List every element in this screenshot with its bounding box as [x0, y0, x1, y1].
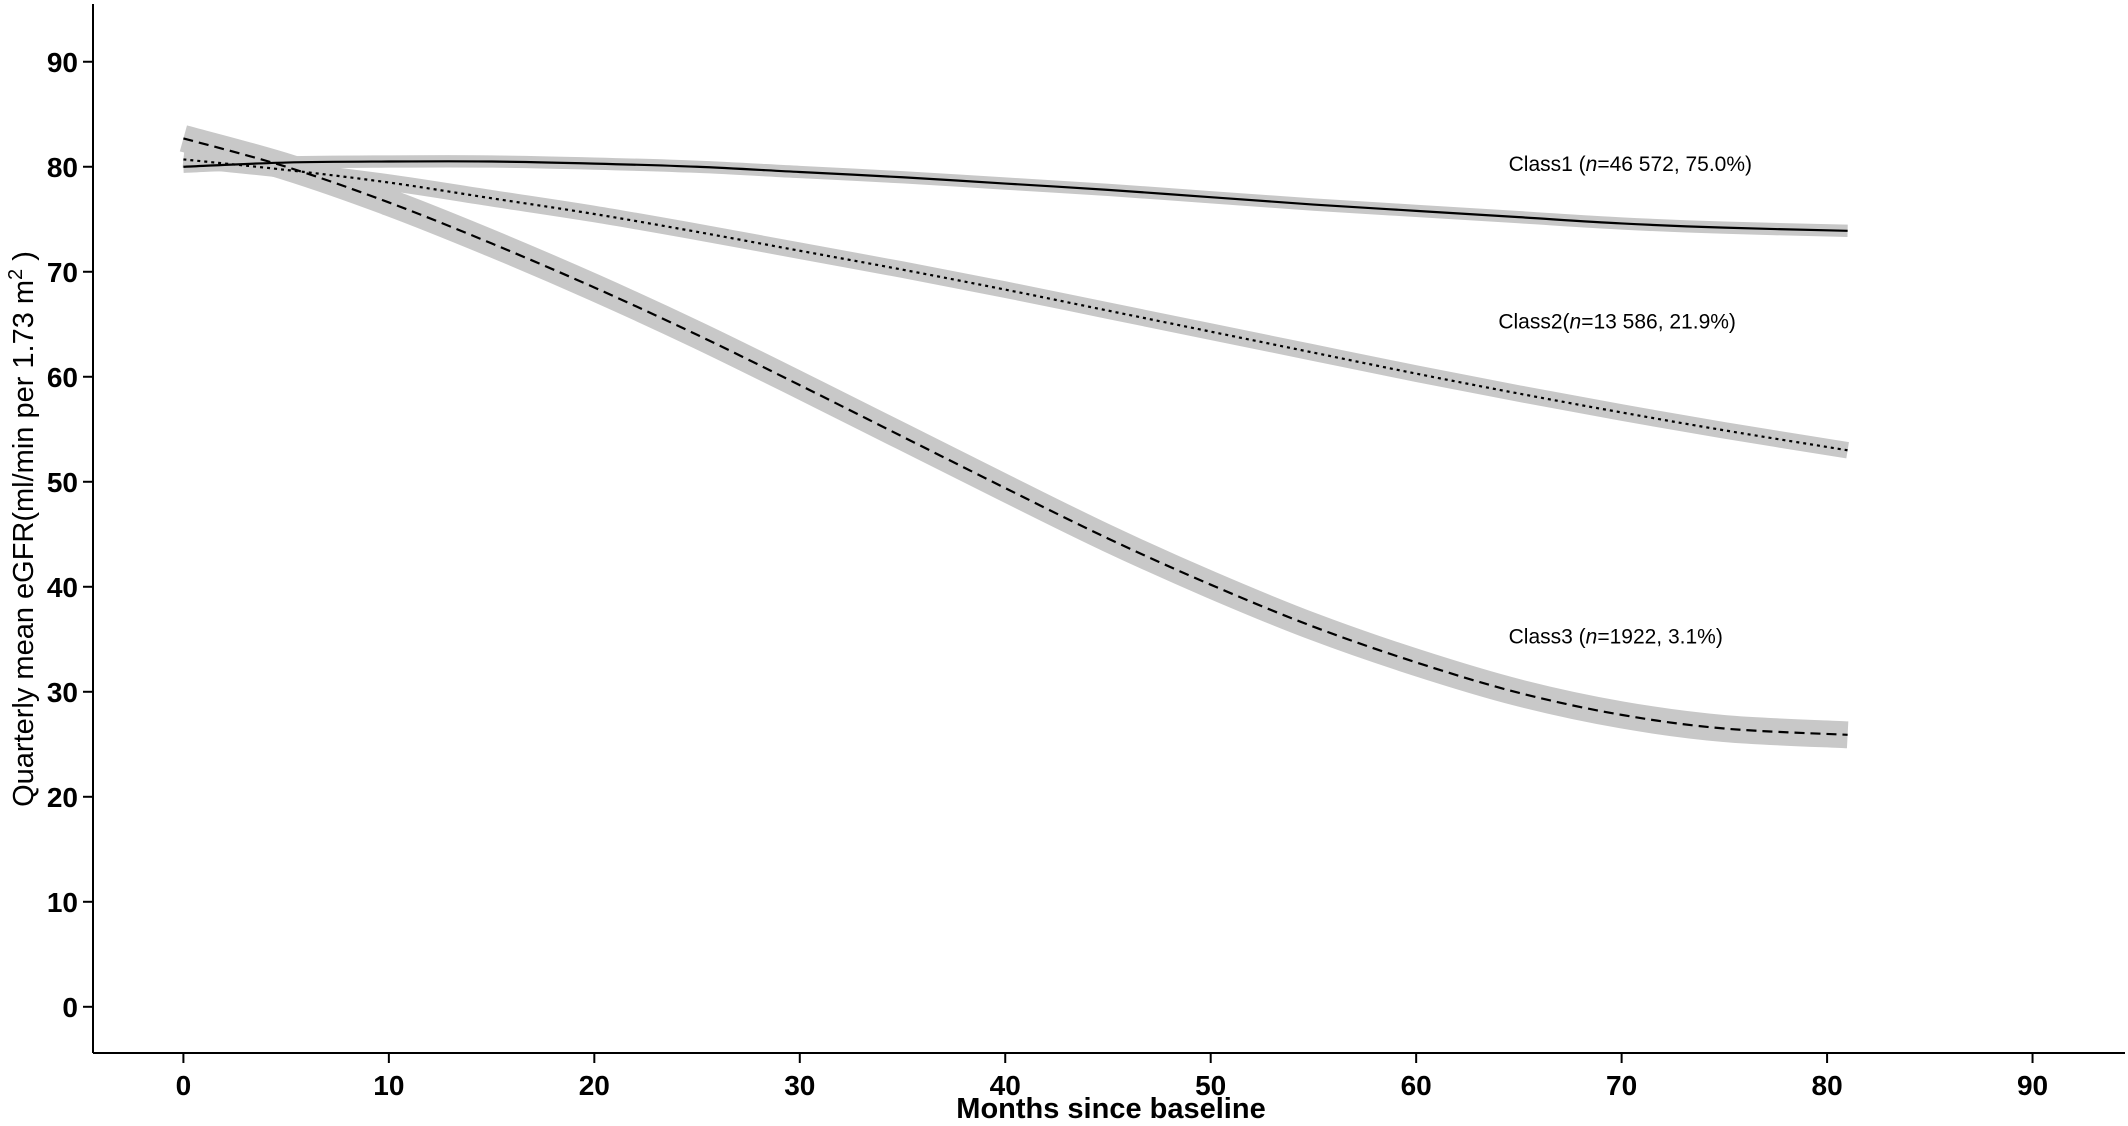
y-axis-title: Quarterly mean eGFR(ml/min per 1.73 m2 ) — [5, 251, 40, 807]
axes — [92, 4, 2125, 1054]
series-label-n: n — [1586, 153, 1598, 176]
x-tick-label: 40 — [990, 1070, 1021, 1101]
x-tick-label: 0 — [176, 1070, 192, 1101]
series-label-n: n — [1586, 625, 1598, 648]
series-label-part: Class1 ( — [1509, 153, 1586, 176]
x-axis-ticks: 0 10 20 30 40 50 60 70 80 90 — [176, 1053, 2048, 1101]
x-tick-label: 30 — [784, 1070, 815, 1101]
y-tick-label: 10 — [47, 887, 78, 918]
series-label-part: =1922, 3.1%) — [1597, 625, 1723, 648]
y-axis-title-superscript: 2 — [5, 269, 27, 280]
y-tick-label: 70 — [47, 257, 78, 288]
x-tick-label: 90 — [2017, 1070, 2048, 1101]
series-label-part: Class3 ( — [1509, 625, 1586, 648]
y-tick-label: 60 — [47, 362, 78, 393]
series-label: Class1 (n=46 572, 75.0%) — [1509, 153, 1752, 176]
series-label-part: Class2( — [1498, 310, 1569, 333]
series-label: Class3 (n=1922, 3.1%) — [1509, 625, 1723, 648]
x-tick-label: 10 — [373, 1070, 404, 1101]
x-axis-title: Months since baseline — [956, 1093, 1265, 1121]
series-line — [183, 137, 1848, 736]
x-tick-label: 80 — [1812, 1070, 1843, 1101]
y-tick-label: 40 — [47, 572, 78, 603]
series-labels: Class1 (n=46 572, 75.0%)Class2(n=13 586,… — [1498, 153, 1752, 649]
y-tick-label: 0 — [62, 992, 78, 1023]
y-axis-title-close: ) — [8, 251, 40, 269]
x-tick-label: 70 — [1606, 1070, 1637, 1101]
series-lines — [183, 137, 1848, 736]
series-ci-band — [182, 151, 1849, 459]
x-tick-label: 60 — [1401, 1070, 1432, 1101]
y-axis-title-main: Quarterly mean eGFR(ml/min per 1.73 m — [8, 280, 40, 807]
series-label-n: n — [1570, 310, 1582, 333]
y-tick-label: 30 — [47, 677, 78, 708]
series-line — [183, 158, 1848, 452]
series-label: Class2(n=13 586, 21.9%) — [1498, 310, 1736, 333]
y-tick-label: 80 — [47, 152, 78, 183]
y-tick-label: 20 — [47, 782, 78, 813]
y-tick-label: 50 — [47, 467, 78, 498]
x-tick-label: 20 — [579, 1070, 610, 1101]
series-label-part: =13 586, 21.9%) — [1581, 310, 1736, 333]
y-axis-ticks: 0 10 20 30 40 50 60 70 80 90 — [47, 47, 93, 1023]
series-label-part: =46 572, 75.0%) — [1597, 153, 1752, 176]
series-line — [183, 160, 1848, 232]
x-tick-label: 50 — [1195, 1070, 1226, 1101]
y-tick-label: 90 — [47, 47, 78, 78]
